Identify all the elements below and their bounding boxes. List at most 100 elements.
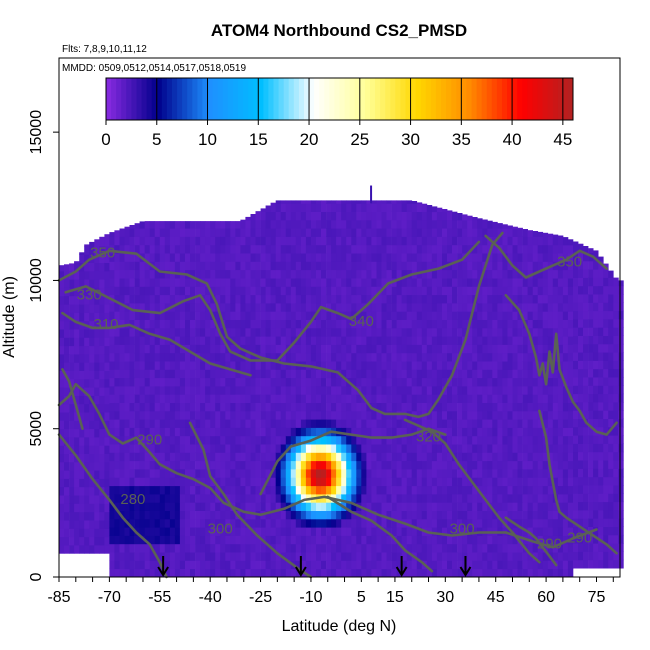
heatmap-cell	[114, 444, 120, 453]
heatmap-cell	[114, 311, 120, 320]
heatmap-cell	[164, 303, 171, 312]
contour-line	[538, 409, 618, 555]
colorbar-tick-label: 0	[101, 130, 110, 149]
heatmap-cell	[169, 452, 176, 462]
heatmap-cell	[316, 527, 322, 536]
heatmap-cell	[567, 286, 574, 296]
colorbar-border	[105, 77, 574, 121]
heatmap-cell	[487, 361, 493, 370]
heatmap-cell	[507, 286, 513, 296]
heatmap-cell	[310, 510, 317, 520]
heatmap-cell	[321, 469, 327, 478]
heatmap-cell	[588, 460, 594, 469]
heatmap-cell	[346, 402, 352, 412]
heatmap-cell	[169, 410, 176, 420]
heatmap-cell	[104, 345, 110, 355]
heatmap-cell	[452, 344, 458, 354]
heatmap-cell	[527, 352, 533, 362]
heatmap-cell	[502, 494, 508, 503]
heatmap-cell	[265, 543, 271, 553]
heatmap-cell	[321, 200, 327, 204]
heatmap-cell	[341, 394, 347, 403]
heatmap-cell	[608, 377, 614, 386]
heatmap-cell	[250, 452, 256, 462]
heatmap-cell	[361, 369, 367, 379]
heatmap-cell	[134, 352, 140, 362]
heatmap-cell	[164, 427, 171, 437]
heatmap-cell	[557, 394, 564, 403]
heatmap-cell	[79, 395, 85, 405]
heatmap-cell	[195, 327, 201, 337]
heatmap-cell	[104, 486, 110, 496]
heatmap-cell	[169, 419, 176, 428]
heatmap-cell	[134, 286, 140, 296]
heatmap-cell	[593, 551, 599, 561]
heatmap-cell	[436, 344, 443, 354]
heatmap-cell	[316, 311, 322, 320]
heatmap-cell	[426, 518, 433, 528]
heatmap-cell	[300, 435, 307, 445]
heatmap-cell	[361, 419, 367, 428]
heatmap-cell	[557, 311, 564, 320]
heatmap-cell	[190, 502, 196, 511]
heatmap-cell	[588, 377, 594, 386]
colorbar-segment	[298, 78, 305, 120]
heatmap-cell	[442, 444, 448, 453]
heatmap-cell	[245, 460, 251, 470]
heatmap-cell	[169, 352, 176, 362]
heatmap-cell	[507, 319, 513, 329]
heatmap-cell	[452, 427, 458, 437]
heatmap-cell	[517, 327, 523, 337]
heatmap-cell	[275, 394, 282, 403]
heatmap-cell	[205, 494, 211, 503]
heatmap-cell	[452, 494, 458, 503]
heatmap-cell	[255, 311, 261, 320]
heatmap-cell	[442, 244, 448, 254]
heatmap-cell	[134, 294, 140, 304]
heatmap-cell	[265, 311, 271, 320]
heatmap-cell	[467, 269, 473, 279]
heatmap-cell	[366, 294, 372, 304]
heatmap-cell	[487, 543, 493, 553]
heatmap-cell	[381, 435, 387, 445]
heatmap-cell	[431, 286, 438, 296]
heatmap-cell	[119, 560, 125, 570]
heatmap-cell	[502, 386, 508, 395]
heatmap-cell	[472, 543, 478, 553]
heatmap-cell	[467, 435, 473, 445]
heatmap-cell	[245, 527, 251, 536]
heatmap-cell	[210, 419, 216, 428]
heatmap-cell	[426, 219, 433, 229]
heatmap-cell	[411, 352, 418, 362]
heatmap-cell	[326, 352, 332, 362]
heatmap-cell	[396, 327, 402, 337]
heatmap-cell	[406, 419, 413, 428]
heatmap-cell	[321, 361, 327, 370]
heatmap-cell	[139, 294, 145, 304]
heatmap-cell	[260, 494, 266, 503]
heatmap-cell	[588, 551, 594, 561]
heatmap-cell	[59, 395, 65, 405]
heatmap-cell	[179, 568, 186, 578]
heatmap-cell	[275, 510, 282, 520]
heatmap-cell	[124, 253, 130, 262]
heatmap-cell	[492, 244, 498, 254]
heatmap-cell	[562, 261, 569, 271]
heatmap-cell	[366, 386, 372, 395]
heatmap-cell	[174, 311, 181, 320]
heatmap-cell	[290, 336, 297, 345]
heatmap-cell	[346, 568, 352, 578]
heatmap-cell	[416, 477, 423, 487]
heatmap-cell	[517, 394, 523, 403]
heatmap-cell	[69, 428, 75, 438]
heatmap-cell	[240, 469, 246, 478]
heatmap-cell	[240, 377, 246, 387]
heatmap-cell	[134, 477, 140, 487]
heatmap-cell	[321, 269, 327, 279]
heatmap-cell	[396, 527, 402, 536]
heatmap-cell	[305, 236, 312, 246]
heatmap-cell	[200, 286, 206, 296]
heatmap-cell	[346, 361, 352, 370]
heatmap-cell	[109, 510, 115, 520]
